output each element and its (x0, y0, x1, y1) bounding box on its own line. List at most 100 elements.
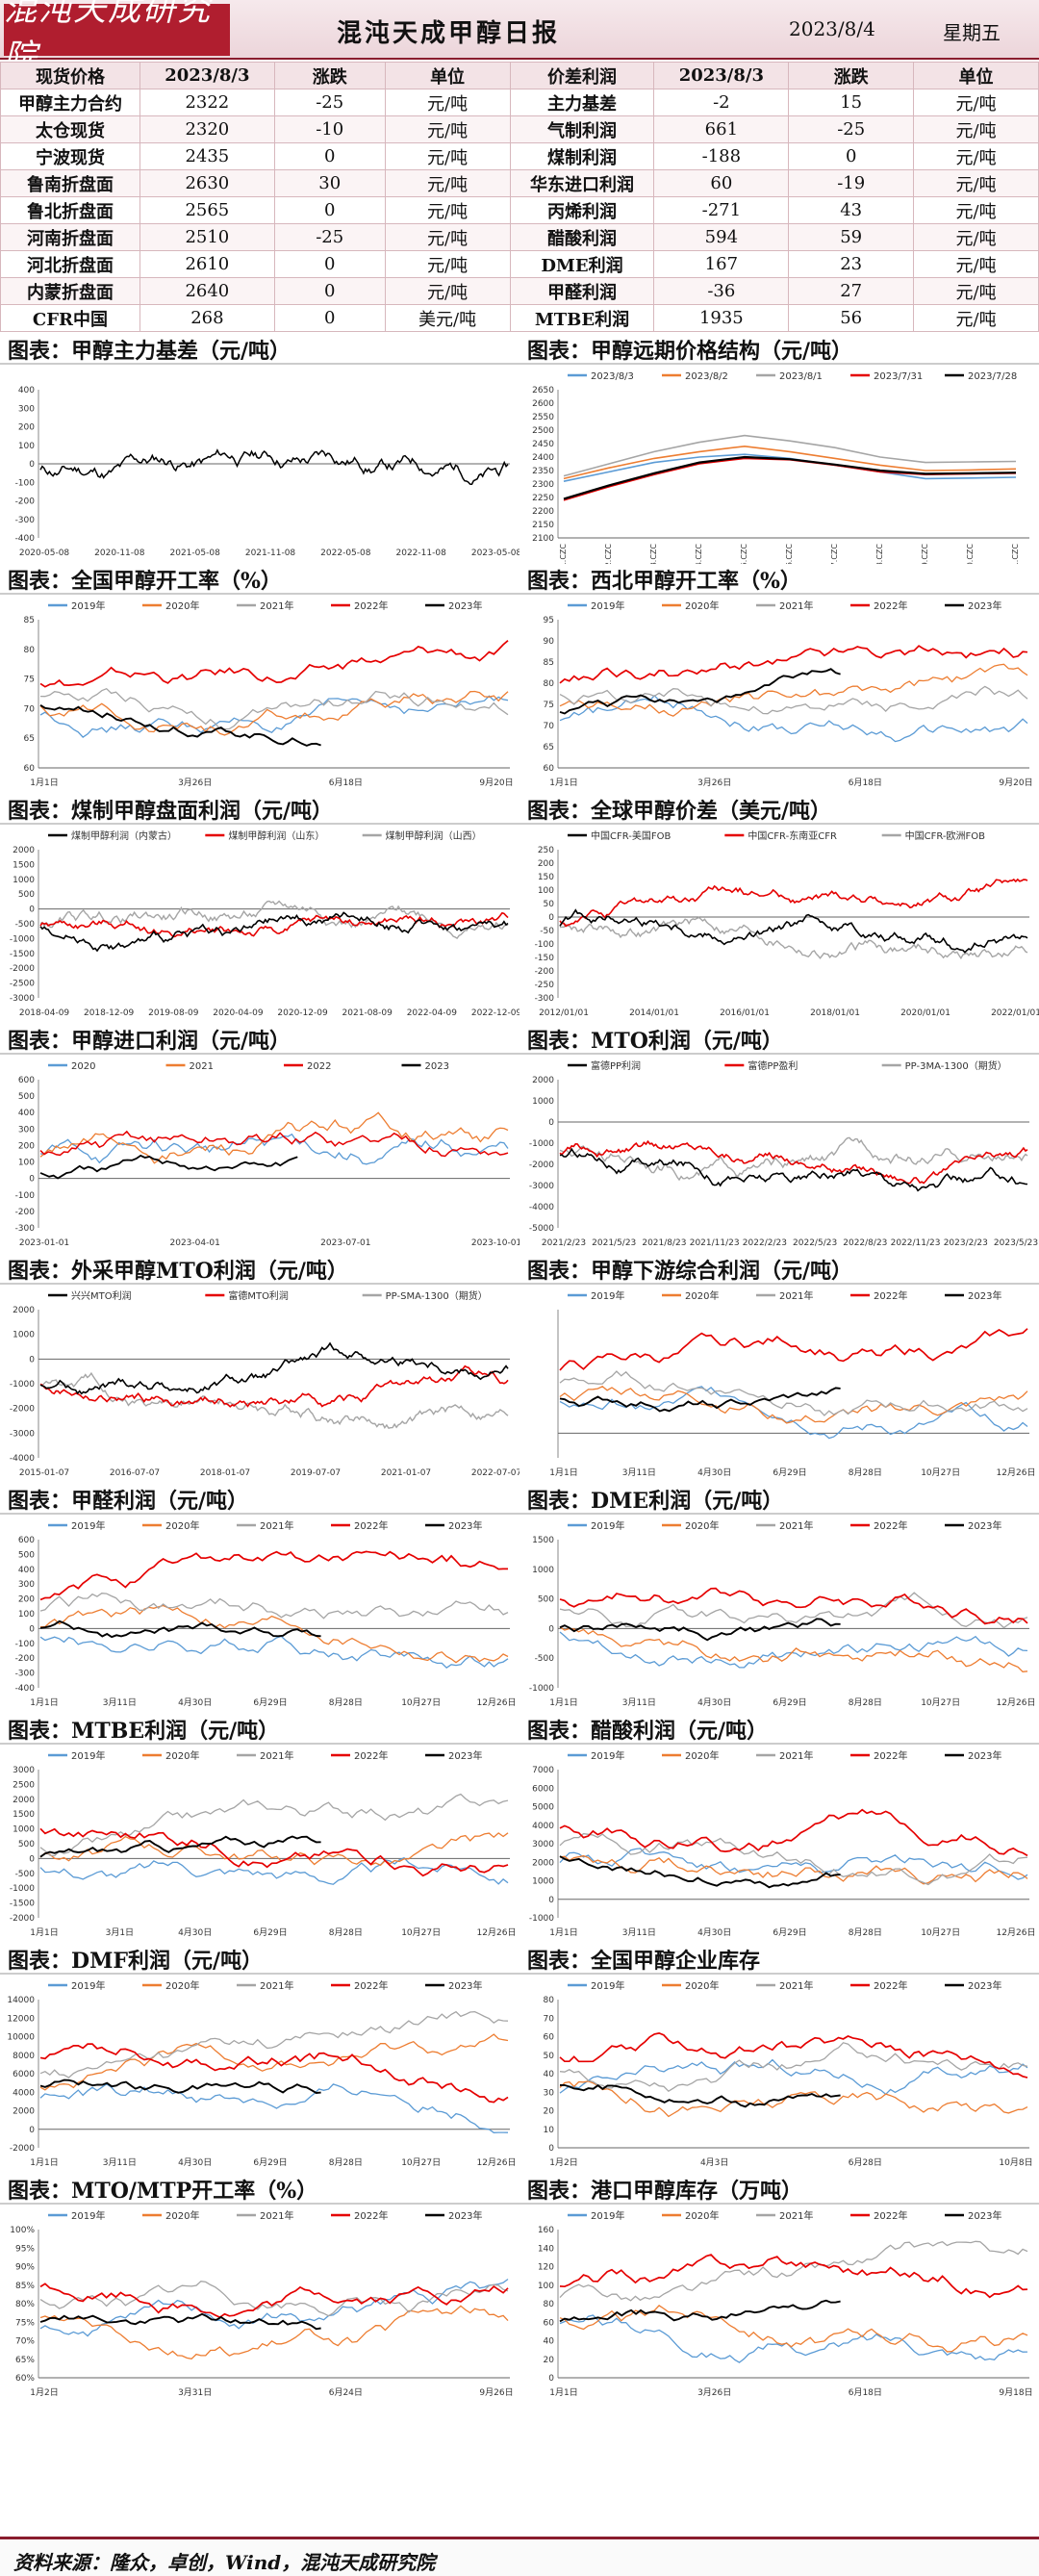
series-line (39, 1154, 298, 1180)
series-line (559, 908, 1028, 954)
x-tick-label: 6月28日 (849, 2157, 882, 2168)
y-tick-label: 500 (18, 1840, 35, 1849)
chart-plot: 2019年 2020年 2021年 2022年 2023年 160 140 120 100 80 6… (520, 2203, 1039, 2404)
legend-label: 2021年 (260, 599, 293, 612)
table-cell: 56 (788, 304, 915, 332)
series-line (39, 2033, 509, 2091)
chart-svg: 2019年 2020年 2021年 2022年 2023年 600 500 400 300 200… (15, 1519, 517, 1708)
series-line (39, 1550, 508, 1601)
series-line (559, 2299, 841, 2323)
legend-label: 2019年 (71, 1749, 105, 1762)
legend-label: 2020年 (685, 1519, 719, 1532)
x-tick-label: 12月26日 (477, 1927, 517, 1938)
table-cell: 59 (788, 223, 915, 251)
chart-title: 图表：甲醇远期价格结构（元/吨） (527, 339, 853, 364)
y-tick-label: 95 (544, 616, 554, 625)
y-tick-label: 70 (544, 722, 555, 731)
y-tick-label: -100 (15, 1640, 36, 1649)
x-tick-label: 6月29日 (253, 1697, 287, 1708)
y-tick-label: 14000 (7, 1996, 35, 2005)
chart-panel: 图表：全国甲醇开工率（%） 2019年 2020年 2021年 2022年 2023年 85… (0, 564, 520, 794)
series-line (39, 1827, 509, 1877)
x-tick-label: MA03.CZC (649, 544, 658, 564)
y-tick-label: 7000 (532, 1766, 554, 1775)
x-tick-label: 2016-07-07 (110, 1468, 160, 1478)
table-cell: 60 (653, 169, 790, 197)
series-line (559, 663, 1028, 717)
legend-label: 2019年 (591, 1289, 624, 1302)
y-tick-label: 0 (548, 1896, 554, 1905)
legend-label: 煤制甲醇利润（内蒙古） (71, 829, 177, 842)
y-tick-label: -1000 (10, 934, 35, 944)
y-tick-label: -300 (535, 994, 555, 1004)
y-tick-label: 40 (544, 2070, 555, 2079)
col-header: 价差利润 (509, 62, 655, 89)
y-tick-label: -2000 (10, 964, 35, 974)
x-tick-label: 2023-05-08 (471, 548, 520, 558)
series-line (39, 1111, 509, 1164)
table-cell: 15 (788, 89, 915, 116)
y-tick-label: -100 (15, 1191, 36, 1201)
y-tick-label: 2200 (532, 507, 554, 517)
x-tick-label: 3月26日 (178, 778, 212, 788)
table-cell: 元/吨 (913, 89, 1039, 116)
chart-panel: 图表：甲醇主力基差（元/吨） 400 300 200 100 0 -100 -200 -300 -… (0, 334, 520, 564)
chart-panel: 图表：MTO利润（元/吨） 富德PP利润 富德PP盈利 PP-3MA-1300（期货）… (520, 1024, 1039, 1254)
chart-title: 图表：MTO利润（元/吨） (527, 1029, 783, 1054)
chart-title: 图表：全国甲醇企业库存 (527, 1949, 761, 1974)
col-header: 2023/8/3 (653, 62, 790, 89)
series-line (559, 1855, 841, 1889)
legend-label: 2022年 (354, 1519, 388, 1532)
series-line (39, 1365, 509, 1408)
y-tick-label: 2000 (13, 1306, 35, 1315)
chart-plot: 2019年 2020年 2021年 2022年 2023年 7000 6000 5000 400… (520, 1743, 1039, 1944)
y-tick-label: -200 (15, 1208, 36, 1217)
series-line (39, 2312, 321, 2331)
x-tick-label: 9月20日 (479, 778, 513, 788)
y-tick-label: 1000 (532, 1566, 554, 1575)
legend-label: 2019年 (71, 2209, 105, 2222)
table-cell: 元/吨 (913, 169, 1039, 197)
legend-label: 2019年 (591, 1979, 624, 1992)
y-tick-label: 400 (18, 1109, 35, 1118)
y-tick-label: 70 (24, 704, 36, 714)
y-tick-label: -200 (15, 1654, 36, 1664)
chart-title: 图表：甲醛利润（元/吨） (8, 1489, 249, 1514)
table-cell: 鲁北折盘面 (0, 196, 140, 224)
chart-title: 图表：全国甲醇开工率（%） (8, 569, 282, 594)
x-tick-label: 9月20日 (999, 778, 1032, 788)
y-tick-label: -4000 (529, 1203, 554, 1212)
y-tick-label: 90% (15, 2263, 35, 2273)
table-cell: 美元/吨 (384, 304, 511, 332)
table-cell: 0 (273, 250, 386, 278)
table-row: 河北折盘面 2610 0 元/吨 DME利润 167 23 元/吨 (0, 250, 1039, 278)
table-cell: -271 (653, 196, 790, 224)
chart-panel: 图表：DME利润（元/吨） 2019年 2020年 2021年 2022年 2023年 15… (520, 1484, 1039, 1714)
series-line (559, 1386, 1028, 1424)
x-tick-label: 4月30日 (697, 1467, 731, 1478)
series-line (559, 1139, 1028, 1185)
series-line (39, 1604, 509, 1664)
y-tick-label: 200 (18, 1141, 35, 1151)
report-title: 混沌天成甲醇日报 (337, 19, 561, 48)
x-tick-label: MA09.CZC (921, 544, 929, 564)
legend-label: 2021年 (779, 1519, 813, 1532)
x-tick-label: 2020/01/01 (900, 1008, 950, 1018)
x-tick-label: 3月26日 (697, 2387, 731, 2398)
col-header: 现货价格 (0, 62, 140, 89)
series-line (39, 448, 509, 485)
x-tick-label: 2015-01-07 (19, 1468, 69, 1478)
table-cell: 2510 (139, 223, 275, 251)
chart-svg: 2019年 2020年 2021年 2022年 2023年 160 140 120 100 80 6… (538, 2209, 1033, 2398)
x-tick-label: 9月18日 (999, 2387, 1032, 2398)
y-tick-label: 200 (538, 859, 554, 869)
series-line (39, 1130, 509, 1158)
chart-svg: 2019年 2020年 2021年 2022年 2023年 7000 6000 5000 400… (529, 1749, 1036, 1938)
chart-svg: 400 300 200 100 0 -100 -200 -300 -400 2020-05-08 2… (15, 386, 520, 558)
y-tick-label: 0 (548, 913, 554, 923)
series-line (563, 455, 1017, 500)
legend-label: 2023年 (968, 1979, 1001, 1992)
legend-label: 2022年 (354, 2209, 388, 2222)
legend-label: 2023年 (448, 2209, 482, 2222)
chart-title: 图表：MTO/MTP开工率（%） (8, 2179, 318, 2204)
